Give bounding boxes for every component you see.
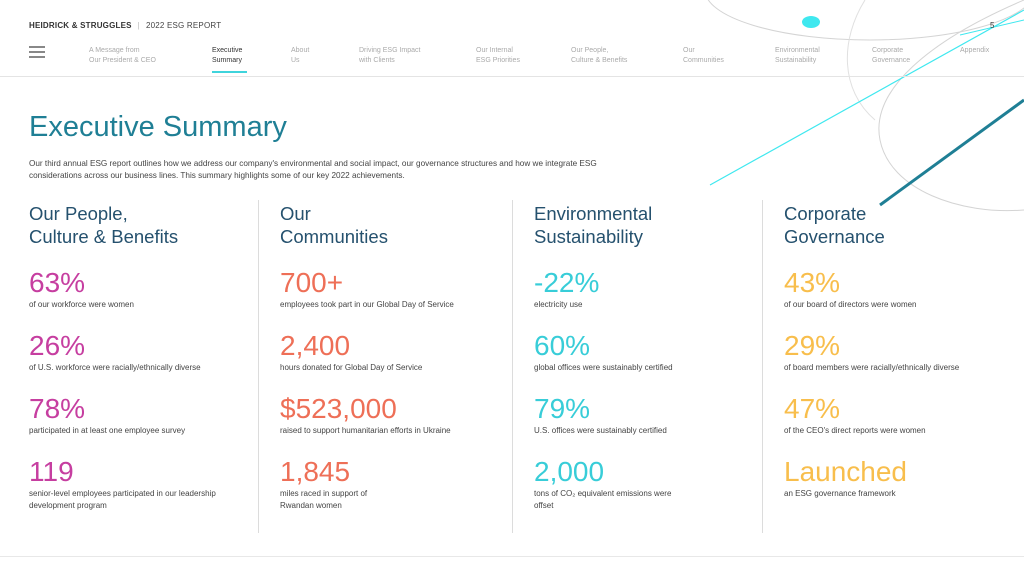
stat-value: 78% [29,393,86,424]
column-divider [258,200,259,533]
stat-item: 47% of the CEO's direct reports were wome… [784,394,926,437]
stat-value: 2,400 [280,330,351,361]
stat-value: 63% [29,267,86,298]
stat-label: of the CEO's direct reports were women [784,426,926,435]
nav-internal-esg-priorities[interactable]: Our Internal ESG Priorities [476,47,520,64]
stat-item: 63% of our workforce were women [29,268,134,311]
page-number: 5 [990,21,995,30]
column-people-culture: Our People, Culture & Benefits 63% of our… [29,202,259,510]
stat-value: 1,845 [280,456,351,487]
hamburger-menu-icon[interactable] [29,46,45,58]
stat-item: 2,000 tons of CO₂ equivalent emissions we… [534,457,684,512]
stat-value: -22% [534,267,600,298]
page-title: Executive Summary [29,111,287,143]
intro-text: Our third annual ESG report outlines how… [29,159,597,180]
stat-label: U.S. offices were sustainably certified [534,426,667,435]
stat-label: tons of CO₂ equivalent emissions were of… [534,489,672,510]
stat-value: 26% [29,330,86,361]
brand-name: HEIDRICK & STRUGGLES [29,21,132,30]
column-heading: Environmental Sustainability [534,203,653,247]
report-header: HEIDRICK & STRUGGLES | 2022 ESG REPORT [29,21,222,30]
column-heading: Corporate Governance [784,203,885,247]
stat-item: -22% electricity use [534,268,599,311]
stat-label: global offices were sustainably certifie… [534,363,673,372]
section-nav: A Message from Our President & CEO Execut… [0,46,1024,76]
column-heading: Our People, Culture & Benefits [29,203,179,247]
stat-label: hours donated for Global Day of Service [280,363,423,372]
stat-item: 700+ employees took part in our Global Da… [280,268,454,311]
stat-item: 78% participated in at least one employee… [29,394,185,437]
column-communities: Our Communities 700+ employees took part … [280,202,510,510]
nav-executive-summary[interactable]: Executive Summary [212,47,248,73]
nav-appendix[interactable]: Appendix [960,47,990,54]
stat-label: of our board of directors were women [784,300,917,309]
stat-label: raised to support humanitarian efforts i… [280,426,451,435]
stat-label: senior-level employees participated in o… [29,489,216,510]
nav-about-us[interactable]: About Us [291,47,310,64]
column-divider [762,200,763,533]
stat-label: of our workforce were women [29,300,134,309]
stat-value: 29% [784,330,841,361]
nav-driving-esg-impact[interactable]: Driving ESG Impact with Clients [359,47,421,64]
report-name: 2022 ESG REPORT [145,21,222,30]
stat-value: 700+ [280,267,344,298]
stat-label: participated in at least one employee su… [29,426,186,435]
nav-divider [0,76,1024,77]
stat-item: 60% global offices were sustainably certi… [534,331,673,374]
column-governance: Corporate Governance 43% of our board of … [784,202,1014,498]
stat-value: $523,000 [280,393,397,424]
stat-item: Launched an ESG governance framework [784,457,907,500]
stat-value: 119 [29,456,74,487]
stat-item: $523,000 raised to support humanitarian e… [280,394,451,437]
nav-corporate-governance[interactable]: Corporate Governance [872,47,911,64]
stat-label: employees took part in our Global Day of… [280,300,454,309]
stat-value: Launched [784,456,908,487]
nav-president-message[interactable]: A Message from Our President & CEO [89,47,156,64]
stat-label: miles raced in support of Rwandan women [280,489,368,510]
stat-value: 60% [534,330,591,361]
stat-item: 29% of board members were racially/ethnic… [784,331,959,374]
stat-item: 79% U.S. offices were sustainably certifi… [534,394,667,437]
column-heading: Our Communities [280,203,388,247]
column-environmental: Environmental Sustainability -22% electri… [534,202,764,510]
stat-label: of U.S. workforce were racially/ethnical… [29,363,201,372]
nav-environmental-sustainability[interactable]: Environmental Sustainability [775,47,820,64]
footer-divider [0,556,1024,557]
stat-item: 1,845 miles raced in support of Rwandan w… [280,457,400,512]
stat-item: 2,400 hours donated for Global Day of Ser… [280,331,422,374]
stat-label: an ESG governance framework [784,489,896,498]
stat-value: 43% [784,267,841,298]
stat-value: 2,000 [534,456,605,487]
stat-label: of board members were racially/ethnicall… [784,363,960,372]
stat-value: 79% [534,393,591,424]
stat-item: 119 senior-level employees participated i… [29,457,229,512]
stat-value: 47% [784,393,841,424]
stat-label: electricity use [534,300,583,309]
stat-item: 43% of our board of directors were women [784,268,917,311]
nav-people-culture[interactable]: Our People, Culture & Benefits [571,47,628,64]
stat-item: 26% of U.S. workforce were racially/ethni… [29,331,201,374]
nav-communities[interactable]: Our Communities [683,47,724,64]
column-divider [512,200,513,533]
